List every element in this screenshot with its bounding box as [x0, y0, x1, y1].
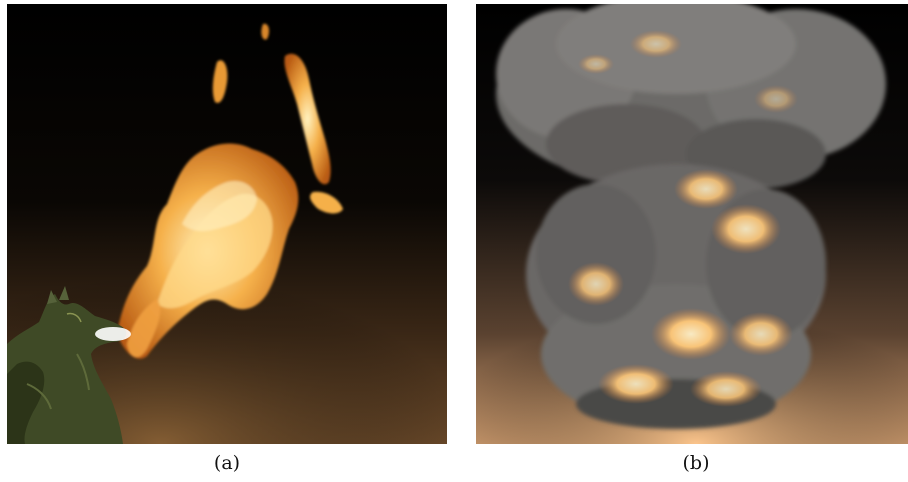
panel-a-image: [7, 4, 447, 444]
mouth-blast: [95, 327, 131, 341]
fire-dragon-render: [7, 4, 447, 444]
fire-glow: [568, 30, 798, 407]
smoke-plume-render: [476, 4, 908, 444]
flame-wisps: [212, 23, 343, 214]
smoke-upper: [496, 4, 886, 189]
panel-b-image: [476, 4, 908, 444]
caption-a: (a): [213, 452, 241, 474]
flame-main: [117, 143, 299, 359]
smoke-lower: [526, 164, 826, 429]
caption-b: (b): [682, 452, 710, 474]
